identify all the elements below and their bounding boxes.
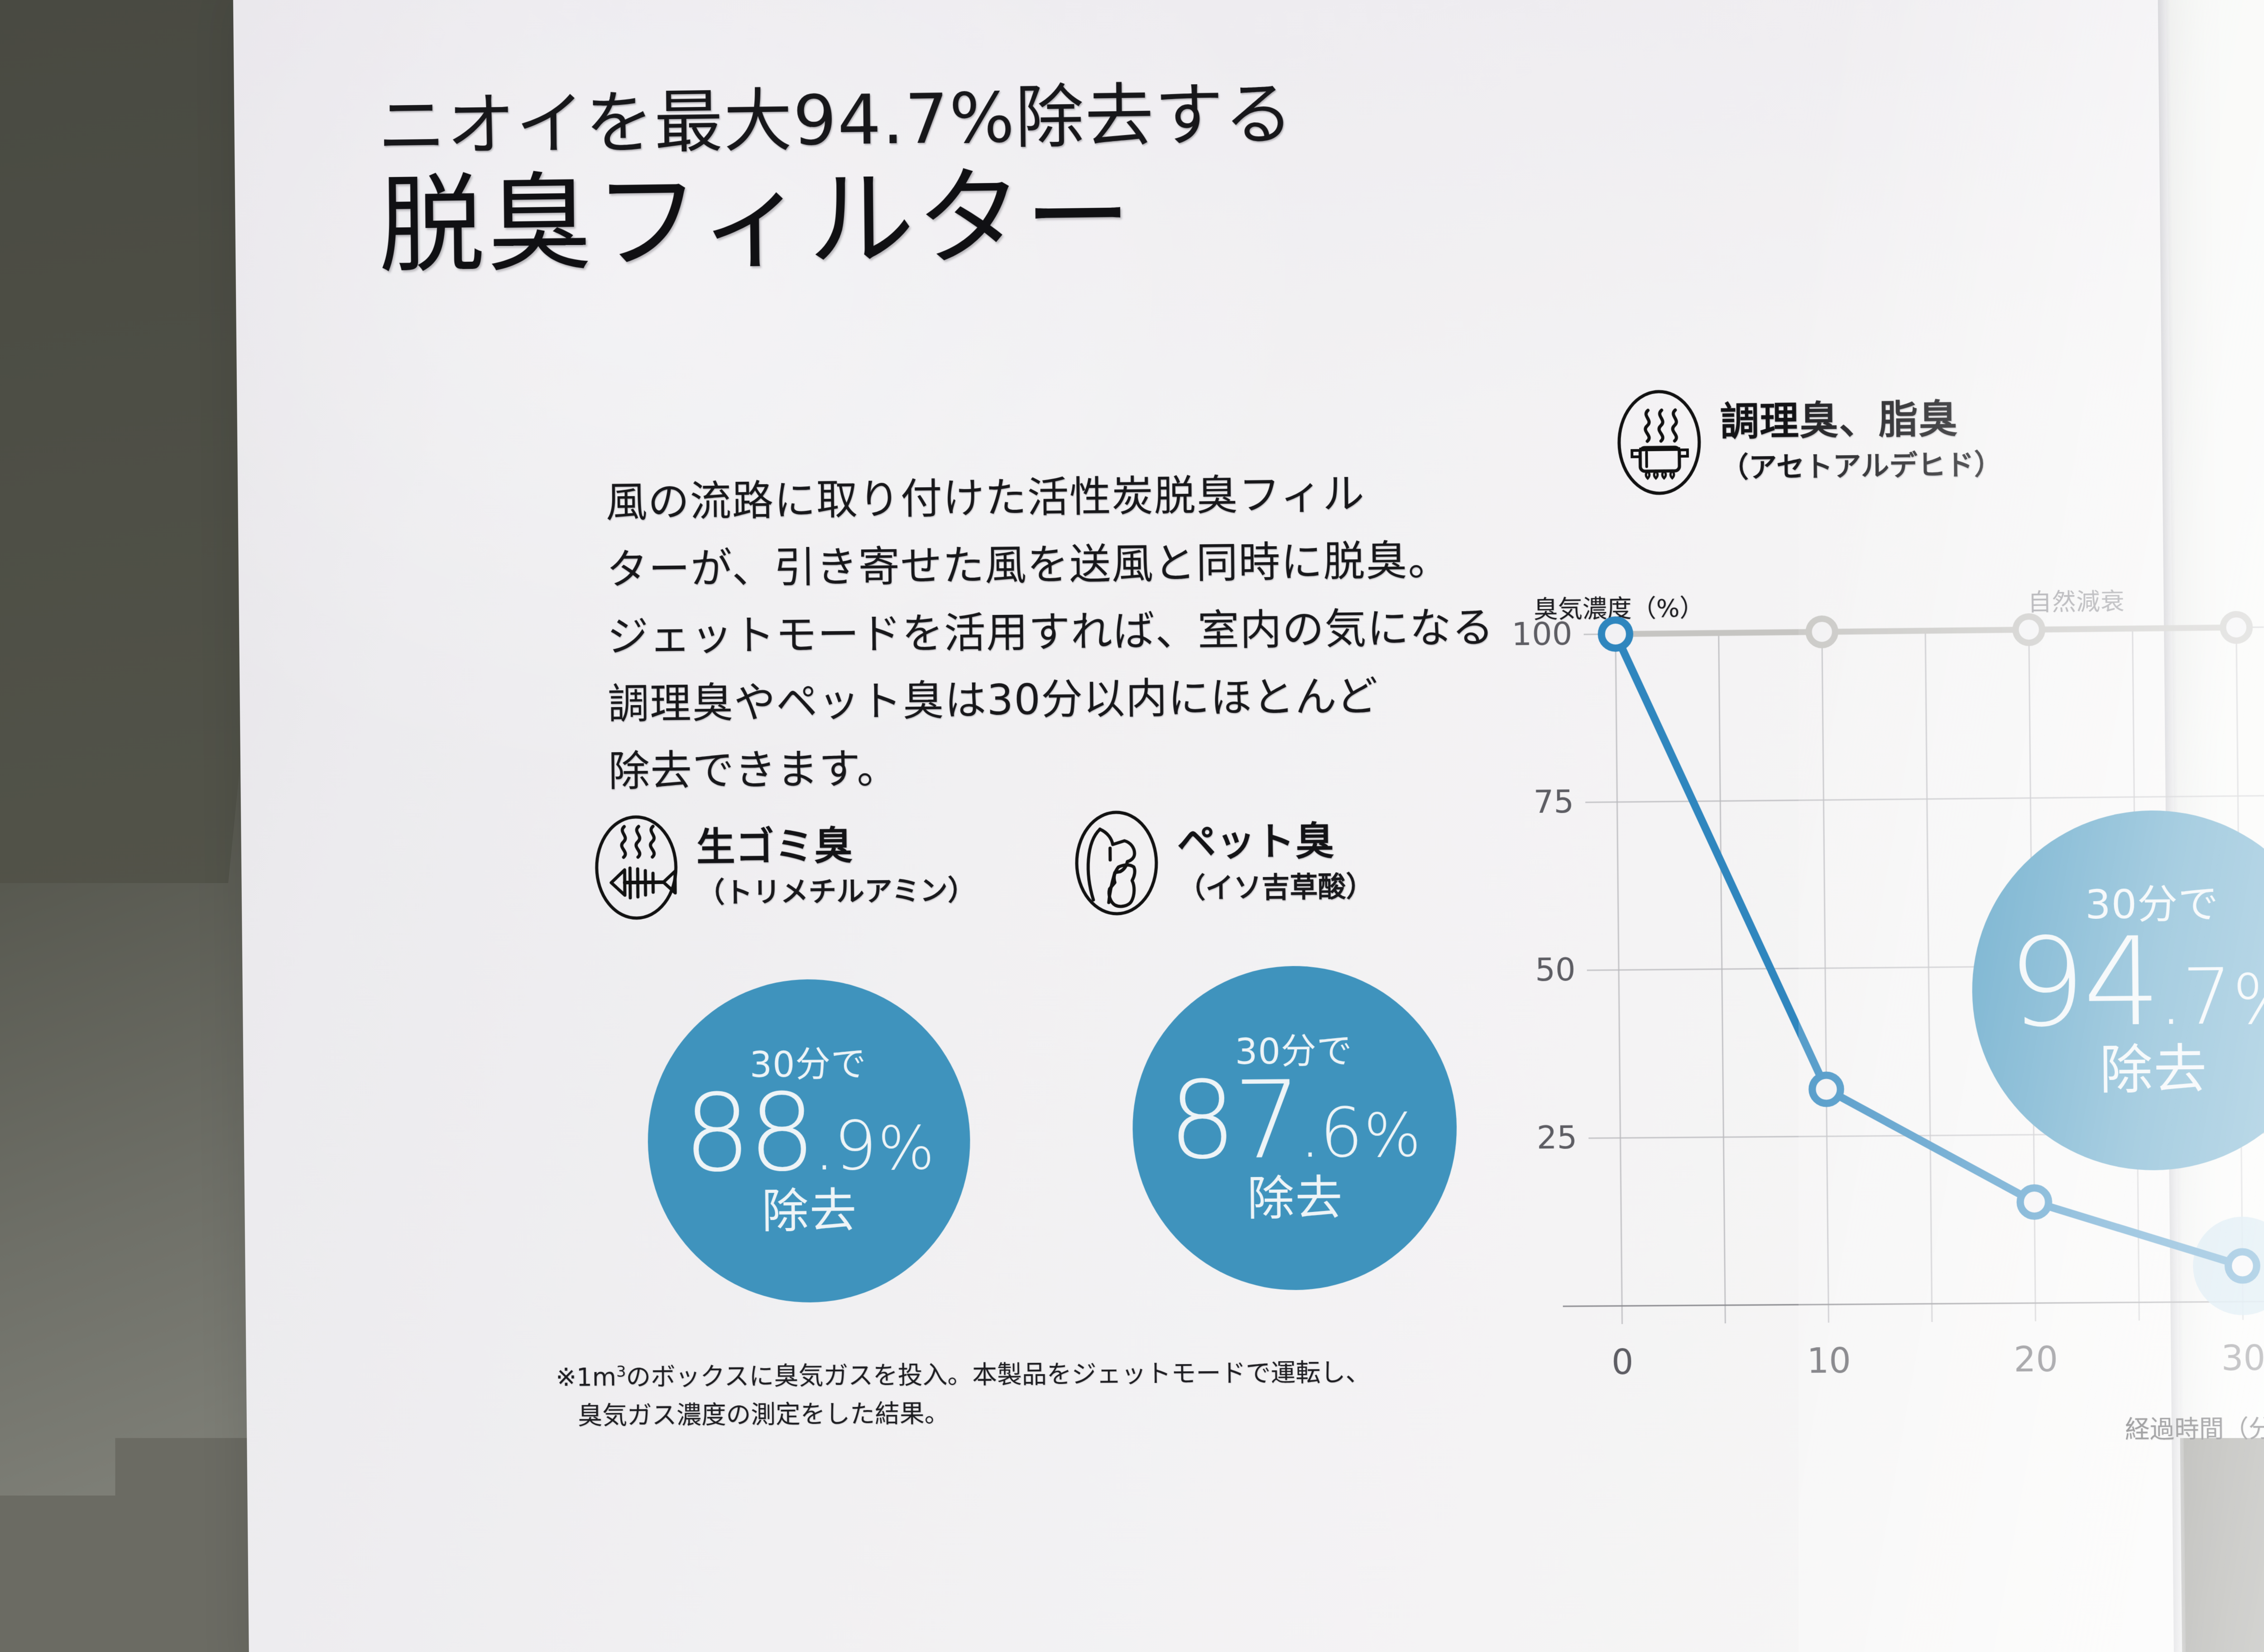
footnote-line-2: 臭気ガス濃度の測定をした結果。 — [556, 1391, 1505, 1435]
y-tick-label: 25 — [1536, 1119, 1577, 1156]
stat-number: 88 .9 % — [683, 1081, 935, 1185]
body-copy: 風の流路に取り付けた活性炭脱臭フィル ターが、引き寄せた風を送風と同時に脱臭。 … — [605, 458, 1512, 805]
body-copy-line-4: 調理臭やペット臭は30分以内にほとんど — [607, 661, 1511, 738]
stat-fraction: .9 — [813, 1114, 877, 1179]
odor-chemical: （アセトアルデヒド） — [1720, 447, 2002, 485]
stat-bottom-label: 除去 — [762, 1187, 858, 1234]
headline-block: ニオイを最大94.7%除去する 脱臭フィルター — [377, 70, 1689, 286]
body-copy-line-3: ジェットモードを活用すれば、室内の気になる — [607, 594, 1511, 671]
chart-block: 調理臭、脂臭 （アセトアルデヒド） 臭気濃度（%） 自然減衰 — [1531, 380, 2264, 1461]
footnote-superscript: 3 — [616, 1363, 626, 1381]
legend-natural-decay: 自然減衰 — [2028, 582, 2125, 618]
fishbone-icon — [591, 813, 682, 922]
data-point — [2020, 1188, 2048, 1216]
odor-group-cooking: 調理臭、脂臭 （アセトアルデヒド） — [1613, 384, 2003, 497]
stat-badge-pet: 30分で 87 .6 % 除去 — [1131, 965, 1458, 1291]
callout-number: 94 .7 % — [2007, 923, 2264, 1042]
footnote-line-1-post: のボックスに臭気ガスを投入。本製品をジェットモードで運転し、 — [626, 1358, 1371, 1392]
page-title: 脱臭フィルター — [378, 149, 1689, 286]
odor-name: ペット臭 — [1177, 817, 1374, 867]
x-tick-label: 0 — [1612, 1342, 1634, 1383]
odor-group-cooking-text: 調理臭、脂臭 （アセトアルデヒド） — [1720, 395, 2003, 485]
stat-number: 87 .6 % — [1168, 1068, 1421, 1172]
callout-integer: 94 — [2007, 924, 2159, 1042]
data-point — [1808, 619, 1835, 645]
y-tick-label: 75 — [1533, 783, 1574, 821]
stat-percent-sign: % — [1364, 1108, 1421, 1165]
product-info-panel: ニオイを最大94.7%除去する 脱臭フィルター 風の流路に取り付けた活性炭脱臭フ… — [233, 0, 2182, 1652]
body-copy-line-1: 風の流路に取り付けた活性炭脱臭フィル — [605, 458, 1510, 536]
x-axis-label: 経過時間（分） — [2125, 1408, 2264, 1446]
odor-group-pet-text: ペット臭 （イソ吉草酸） — [1177, 817, 1374, 906]
stat-badge-garbage: 30分で 88 .9 % 除去 — [646, 978, 971, 1304]
body-copy-line-2: ターが、引き寄せた風を送風と同時に脱臭。 — [606, 526, 1511, 603]
headline-subtitle: ニオイを最大94.7%除去する — [377, 70, 1688, 165]
panel-content: ニオイを最大94.7%除去する 脱臭フィルター 風の流路に取り付けた活性炭脱臭フ… — [233, 0, 2182, 1652]
data-point — [1601, 620, 1630, 648]
odor-group-garbage: 生ゴミ臭 （トリメチルアミン） — [591, 811, 976, 922]
footnote: ※1m3のボックスに臭気ガスを投入。本製品をジェットモードで運転し、 臭気ガス濃… — [556, 1352, 1505, 1436]
odor-group-garbage-text: 生ゴミ臭 （トリメチルアミン） — [696, 821, 976, 910]
odor-name: 生ゴミ臭 — [696, 821, 975, 872]
odor-chemical: （トリメチルアミン） — [697, 873, 976, 910]
cooking-pot-icon — [1613, 388, 1705, 497]
x-tick-label: 20 — [2014, 1339, 2058, 1379]
x-axis-ticks: 0 10 20 30 — [1612, 1338, 2264, 1382]
data-point — [2228, 1252, 2257, 1280]
data-point — [2015, 616, 2042, 643]
stat-bottom-label: 除去 — [1247, 1174, 1343, 1222]
odor-name: 調理臭、脂臭 — [1720, 395, 2002, 446]
photo-scene: ニオイを最大94.7%除去する 脱臭フィルター 風の流路に取り付けた活性炭脱臭フ… — [0, 0, 2264, 1652]
y-tick-label: 100 — [1511, 615, 1573, 653]
stat-percent-sign: % — [878, 1120, 935, 1177]
footnote-line-1-pre: ※1m — [556, 1363, 616, 1392]
y-tick-label: 50 — [1535, 951, 1576, 989]
callout-bottom-label: 除去 — [2099, 1043, 2208, 1097]
series-natural-decay-line — [1616, 628, 2236, 634]
stat-integer: 88 — [683, 1082, 814, 1185]
data-point — [2223, 614, 2250, 641]
data-point — [1812, 1075, 1841, 1104]
dog-cat-icon — [1071, 809, 1162, 917]
odor-group-pet: ペット臭 （イソ吉草酸） — [1071, 807, 1374, 917]
callout-fraction: .7 — [2158, 960, 2231, 1035]
body-copy-line-5: 除去できます。 — [608, 729, 1512, 805]
odor-chemical: （イソ吉草酸） — [1177, 869, 1374, 906]
stat-integer: 87 — [1168, 1070, 1299, 1172]
x-tick-label: 10 — [1807, 1340, 1851, 1381]
callout-percent-sign: % — [2232, 967, 2264, 1033]
x-axis-line — [1563, 1301, 2264, 1306]
y-axis-ticks: 25 50 75 100 — [1511, 615, 1578, 1157]
x-tick-label: 30 — [2221, 1338, 2264, 1378]
stat-fraction: .6 — [1299, 1101, 1362, 1167]
